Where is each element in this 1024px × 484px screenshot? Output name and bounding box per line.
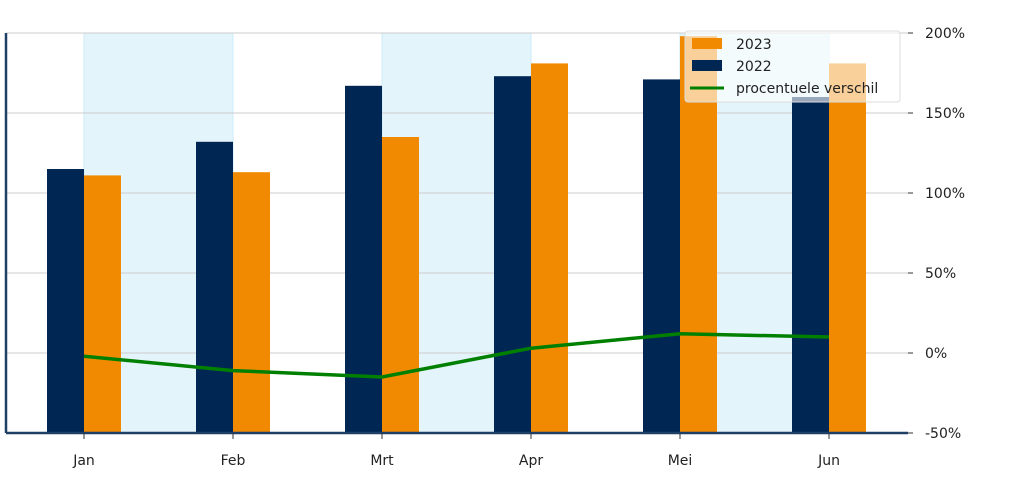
y-tick-label: 50% [925, 266, 956, 282]
x-tick-label: Mrt [370, 453, 394, 469]
y-tick-label: 150% [925, 106, 965, 122]
bar-2023-apr [531, 63, 568, 433]
bar-2022-jan [47, 169, 84, 433]
x-tick-label: Mei [668, 453, 693, 469]
legend-swatch-2023 [692, 38, 722, 49]
bar-2023-mrt [382, 137, 419, 433]
x-tick-label: Apr [519, 453, 543, 469]
legend-swatch-2022 [692, 60, 722, 71]
legend-label: procentuele verschil [736, 81, 878, 97]
bar-2022-apr [494, 76, 531, 433]
y-tick-label: 0% [925, 346, 947, 362]
bar-2022-mei [643, 79, 680, 433]
bar-2022-feb [196, 142, 233, 433]
y-tick-label: -50% [925, 426, 961, 442]
bar-2023-jan [84, 175, 121, 433]
legend-label: 2023 [736, 37, 772, 53]
bar-2022-mrt [345, 86, 382, 433]
y-tick-label: 100% [925, 186, 965, 202]
x-tick-label: Jan [72, 453, 95, 469]
bar-2022-jun [792, 97, 829, 433]
x-tick-label: Jun [817, 453, 840, 469]
bar-2023-feb [233, 172, 270, 433]
legend-label: 2022 [736, 59, 772, 75]
y-tick-label: 200% [925, 26, 965, 42]
bar-2023-jun [829, 63, 866, 433]
legend: 2023 2022 procentuele verschil [685, 31, 900, 102]
x-tick-label: Feb [221, 453, 246, 469]
